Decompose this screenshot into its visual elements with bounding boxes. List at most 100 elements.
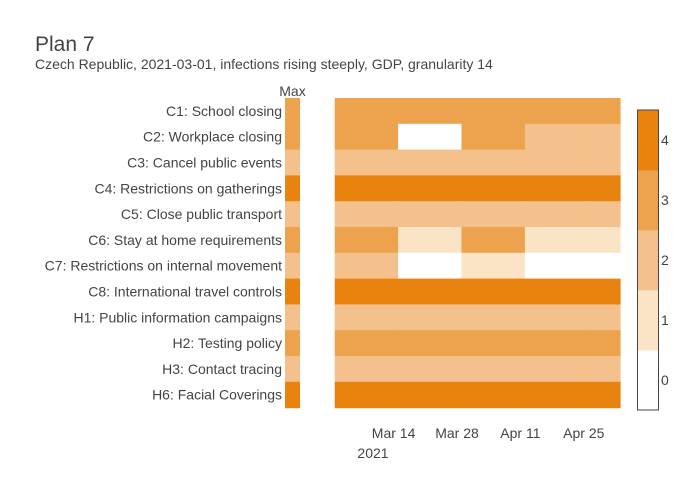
heatmap-cell (334, 123, 399, 151)
heatmap-cell (588, 330, 621, 357)
heatmap-cell (334, 227, 399, 254)
x-tick-label: Apr 25 (563, 425, 604, 441)
row-labels: C1: School closing C2: Workplace closing C… (45, 103, 282, 403)
heatmap-cell (334, 330, 399, 357)
heatmap-cell (334, 98, 399, 125)
max-cell (285, 304, 300, 331)
heatmap-cell (588, 201, 621, 228)
heatmap-cell (461, 330, 526, 357)
heatmap-cell (588, 381, 621, 409)
max-cell (285, 149, 300, 176)
heatmap-cell (398, 98, 463, 125)
heatmap-cell (588, 252, 621, 280)
heatmap-cell (461, 175, 526, 202)
heatmap-cell (334, 278, 399, 305)
heatmap-cell (461, 252, 526, 280)
heatmap-cell (461, 356, 526, 383)
max-cell (285, 278, 300, 305)
heatmap-cell (524, 330, 589, 357)
heatmap-cell (334, 149, 399, 176)
heatmap-cell (398, 201, 463, 228)
heatmap-cell (461, 201, 526, 228)
colorbar-tick-label: 3 (661, 192, 669, 208)
heatmap-cell (334, 356, 399, 383)
heatmap-cell (398, 149, 463, 176)
heatmap-cell (461, 149, 526, 176)
heatmap-cell (398, 175, 463, 202)
colorbar: 0 1 2 3 4 (637, 109, 669, 411)
heatmap-cell (524, 278, 589, 305)
colorbar-tick-label: 2 (661, 252, 669, 268)
heatmap-cell (461, 278, 526, 305)
x-axis-ticks: Mar 14 Mar 28 Apr 11 Apr 25 (372, 425, 605, 441)
max-column-label: Max (279, 83, 305, 99)
max-cell (285, 356, 300, 383)
max-column (285, 98, 300, 409)
row-label: C2: Workplace closing (143, 129, 282, 145)
heatmap-cell (524, 123, 589, 151)
heatmap-cell (588, 98, 621, 125)
heatmap-cell (524, 304, 589, 331)
heatmap-cell (588, 356, 621, 383)
heatmap-cell (461, 227, 526, 254)
heatmap-cell (524, 149, 589, 176)
row-label: H6: Facial Coverings (152, 387, 282, 403)
x-tick-label: Apr 11 (500, 425, 540, 441)
max-cell (285, 252, 300, 280)
row-label: C7: Restrictions on internal movement (45, 258, 282, 274)
heatmap-cell (461, 381, 526, 409)
heatmap-cell (588, 278, 621, 305)
heatmap-cell (461, 123, 526, 151)
heatmap-cell (524, 201, 589, 228)
colorbar-outline (637, 109, 659, 411)
heatmap-cell (334, 201, 399, 228)
max-cell (285, 381, 300, 409)
heatmap-cell (398, 330, 463, 357)
heatmap-cell (524, 252, 589, 280)
row-label: C4: Restrictions on gatherings (94, 180, 282, 196)
colorbar-swatch (638, 170, 658, 231)
heatmap-cell (334, 252, 399, 280)
colorbar-tick-label: 4 (661, 132, 669, 148)
row-label: H2: Testing policy (173, 335, 282, 351)
max-cell (285, 227, 300, 254)
x-axis-year-label: 2021 (357, 445, 388, 461)
colorbar-swatch (638, 230, 658, 291)
heatmap-cell (398, 252, 463, 280)
heatmap-cell (588, 304, 621, 331)
heatmap-cell (461, 304, 526, 331)
heatmap-cell (398, 304, 463, 331)
max-cell (285, 330, 300, 357)
heatmap-cell (398, 356, 463, 383)
row-label: H1: Public information campaigns (73, 309, 282, 325)
heatmap-cell (588, 149, 621, 176)
heatmap-cell (588, 123, 621, 151)
chart-title: Plan 7 (35, 33, 95, 56)
heatmap-cell (398, 381, 463, 409)
heatmap-cell (524, 175, 589, 202)
row-label: C1: School closing (166, 103, 282, 119)
heatmap-cells (334, 98, 621, 409)
colorbar-swatch (638, 290, 658, 351)
heatmap-cell (524, 98, 589, 125)
heatmap-cell (461, 98, 526, 125)
max-cell (285, 175, 300, 202)
chart-subtitle: Czech Republic, 2021-03-01, infections r… (35, 56, 493, 72)
row-label: C6: Stay at home requirements (88, 232, 282, 248)
row-label: C3: Cancel public events (127, 155, 282, 171)
max-cell (285, 201, 300, 228)
colorbar-tick-label: 1 (661, 312, 669, 328)
row-label: C5: Close public transport (121, 206, 282, 222)
heatmap-cell (524, 381, 589, 409)
heatmap-cell (398, 123, 463, 151)
heatmap-cell (334, 304, 399, 331)
heatmap-cell (588, 227, 621, 254)
row-label: C8: International travel controls (88, 284, 282, 300)
heatmap-cell (524, 356, 589, 383)
row-label: H3: Contact tracing (162, 361, 282, 377)
x-tick-label: Mar 14 (372, 425, 416, 441)
max-cell (285, 98, 300, 125)
colorbar-swatch (638, 350, 658, 411)
heatmap-cell (524, 227, 589, 254)
